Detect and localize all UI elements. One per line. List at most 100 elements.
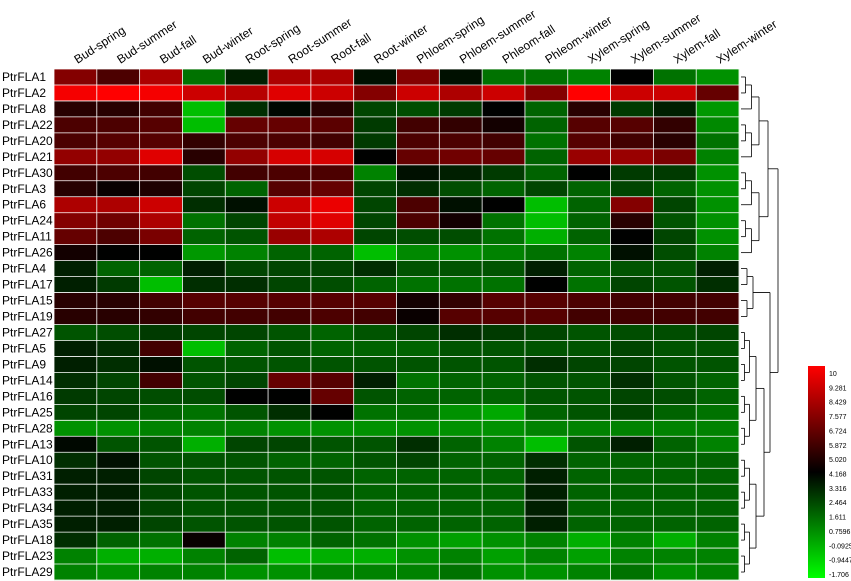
heatmap-cell <box>54 500 98 517</box>
heatmap-cell <box>182 244 226 261</box>
heatmap-cell <box>567 356 611 373</box>
heatmap-cell <box>139 500 183 517</box>
heatmap-cell <box>439 340 483 357</box>
heatmap-cell <box>310 228 354 245</box>
heatmap-cell <box>396 420 440 437</box>
heatmap-cell <box>439 292 483 309</box>
heatmap-cell <box>696 484 740 501</box>
heatmap-cell <box>524 196 569 214</box>
heatmap-cell <box>696 292 740 309</box>
heatmap-cell <box>310 564 354 581</box>
heatmap-cell <box>96 244 140 261</box>
row-label: PtrFLA8 <box>2 102 46 116</box>
heatmap-cell <box>482 356 526 373</box>
heatmap-cell <box>396 324 440 341</box>
heatmap-cell <box>524 388 569 405</box>
heatmap-cell <box>482 116 526 134</box>
heatmap-cell <box>524 500 569 517</box>
heatmap-cell <box>353 420 397 437</box>
heatmap-cell <box>182 132 226 150</box>
heatmap-cell <box>524 132 569 150</box>
heatmap-cell <box>96 69 140 86</box>
heatmap-cell <box>482 372 526 389</box>
heatmap-cell <box>610 500 654 517</box>
heatmap-cell <box>439 244 483 261</box>
heatmap-cell <box>610 468 654 485</box>
heatmap-cell <box>567 260 611 277</box>
heatmap-cell <box>225 324 269 341</box>
row-label: PtrFLA24 <box>2 214 53 228</box>
row-label: PtrFLA31 <box>2 469 53 483</box>
heatmap-cell <box>225 388 269 405</box>
heatmap-cell <box>268 500 312 517</box>
heatmap-cell <box>524 308 569 325</box>
heatmap-cell <box>54 212 98 229</box>
heatmap-cell <box>54 69 98 86</box>
heatmap-cell <box>653 164 697 182</box>
heatmap-cell <box>54 292 98 309</box>
heatmap-cell <box>696 132 740 150</box>
heatmap-cell <box>353 100 397 118</box>
heatmap-cell <box>396 436 440 453</box>
heatmap-cell <box>353 84 397 102</box>
heatmap-cell <box>567 308 611 325</box>
heatmap-cell <box>182 260 226 277</box>
row-label: PtrFLA4 <box>2 262 46 276</box>
heatmap-cell <box>653 180 697 198</box>
heatmap-cell <box>610 372 654 389</box>
heatmap-cell <box>524 116 569 134</box>
heatmap-cell <box>54 100 98 118</box>
heatmap-cell <box>482 516 526 533</box>
legend-tick-labels: 10 9.281 8.429 7.577 6.724 5.872 5.020 4.168 3.3… <box>829 371 851 579</box>
heatmap-cell <box>268 468 312 485</box>
heatmap-cell <box>96 196 140 214</box>
heatmap-cell <box>182 196 226 214</box>
heatmap-cell <box>439 468 483 485</box>
heatmap-cell <box>524 148 569 166</box>
heatmap-cell <box>139 324 183 341</box>
heatmap-cell <box>310 356 354 373</box>
heatmap-cell <box>310 276 354 293</box>
heatmap-cell <box>653 116 697 134</box>
heatmap-cell <box>524 372 569 389</box>
heatmap-cell <box>653 100 697 118</box>
heatmap-cell <box>353 404 397 421</box>
heatmap-cell <box>439 324 483 341</box>
heatmap-cell <box>353 212 397 229</box>
heatmap-cell <box>653 292 697 309</box>
heatmap-cell <box>653 212 697 229</box>
heatmap-cell <box>225 164 269 182</box>
heatmap-cell <box>96 116 140 134</box>
heatmap-cell <box>182 500 226 517</box>
heatmap-cell <box>139 100 183 118</box>
heatmap-cell <box>353 180 397 198</box>
heatmap-cell <box>610 180 654 198</box>
heatmap-cell <box>610 548 654 565</box>
heatmap-cell <box>696 308 740 325</box>
heatmap-cell <box>353 132 397 150</box>
heatmap-cell <box>396 516 440 533</box>
heatmap-cell <box>225 356 269 373</box>
heatmap-cell <box>696 356 740 373</box>
heatmap-cell <box>610 276 654 293</box>
heatmap-cell <box>139 356 183 373</box>
heatmap-cell <box>96 372 140 389</box>
heatmap-cell <box>524 212 569 229</box>
heatmap-cell <box>696 452 740 469</box>
heatmap-cell <box>139 420 183 437</box>
heatmap-cell <box>696 500 740 517</box>
heatmap-cell <box>54 276 98 293</box>
heatmap-gridlines <box>53 68 740 581</box>
heatmap-cell <box>139 180 183 198</box>
heatmap-cell <box>482 100 526 118</box>
heatmap-cell <box>225 452 269 469</box>
heatmap-cell <box>353 388 397 405</box>
heatmap-cell <box>567 100 611 118</box>
heatmap-cell <box>268 244 312 261</box>
heatmap-cell <box>268 388 312 405</box>
row-label: PtrFLA2 <box>2 86 46 100</box>
heatmap-cell <box>396 244 440 261</box>
heatmap-cell <box>439 516 483 533</box>
heatmap-cell <box>482 548 526 565</box>
heatmap-cell <box>396 292 440 309</box>
